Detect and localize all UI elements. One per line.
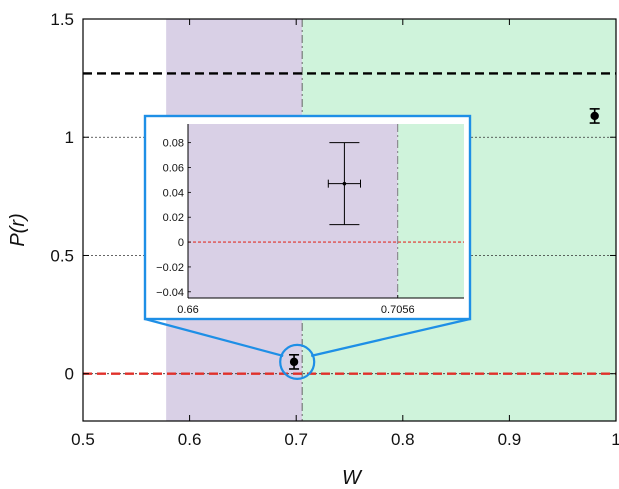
inset-data-point xyxy=(342,181,347,186)
zoom-circle xyxy=(279,343,316,380)
zoom-connectors xyxy=(144,317,471,357)
x-tick-label: 0.5 xyxy=(71,430,95,449)
inset-y-tick-label: −0.02 xyxy=(156,262,184,274)
x-axis-label: W xyxy=(342,467,363,489)
inset-shaded-region-1 xyxy=(188,124,398,298)
y-axis-label: P(r) xyxy=(7,213,29,246)
y-tick-label: 1.5 xyxy=(50,10,74,29)
inset-y-tick-label: 0.08 xyxy=(163,138,184,150)
inset-y-tick-label: 0 xyxy=(178,237,184,249)
inset-y-tick-label: 0.04 xyxy=(163,187,184,199)
y-tick-label: 0 xyxy=(65,365,74,384)
inset-y-tick-label: −0.04 xyxy=(156,287,184,299)
plot-frame xyxy=(82,18,617,422)
x-tick-label: 1 xyxy=(611,430,619,449)
x-tick-label: 0.7 xyxy=(284,430,308,449)
data-point xyxy=(289,357,299,367)
inset-x-tick-label: 0.66 xyxy=(177,304,198,316)
inset-plot-area xyxy=(188,124,464,298)
data-point xyxy=(590,111,599,121)
x-tick-label: 0.6 xyxy=(178,430,202,449)
x-tick-label: 0.9 xyxy=(498,430,522,449)
zoom-connector-right xyxy=(310,317,471,357)
y-tick-label: 1 xyxy=(65,128,74,147)
inset-plot: −0.04 −0.02 0 0.02 0.04 0.06 0.08 0.66 0.7056 xyxy=(143,114,472,321)
inset-y-tick-label: 0.02 xyxy=(163,212,184,224)
x-tick-label: 0.8 xyxy=(391,430,415,449)
zoom-connector-left xyxy=(144,317,284,357)
inset-shaded-region-2 xyxy=(397,124,464,298)
inset-y-tick-label: 0.06 xyxy=(163,163,184,175)
inset-x-tick-label: 0.7056 xyxy=(381,304,415,316)
y-tick-label: 0.5 xyxy=(50,246,74,265)
